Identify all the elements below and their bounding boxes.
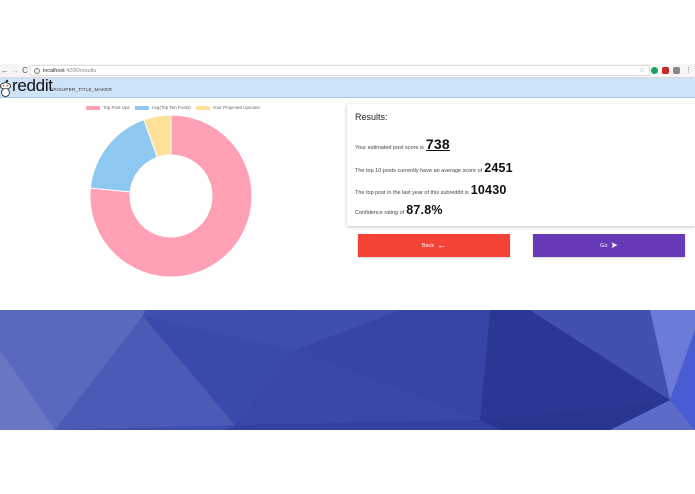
back-button[interactable]: Back ←: [358, 234, 510, 257]
estimated-score-label: Your estimated post score is: [355, 145, 424, 151]
go-button-label: Go: [600, 242, 608, 249]
top-post-value: 10430: [470, 183, 507, 197]
reload-icon[interactable]: C: [22, 65, 28, 75]
info-icon[interactable]: i: [34, 67, 40, 74]
legend-label: Your Projected Upvotes: [212, 105, 260, 110]
top-post-line: The top post in the last year of this su…: [355, 183, 507, 197]
url-text[interactable]: localhost:4200/results: [43, 68, 96, 74]
average-score-label: The top 10 posts currently have an avera…: [355, 168, 483, 174]
results-title: Results:: [355, 112, 388, 122]
legend-label: Top Post Ups: [103, 105, 130, 110]
legend-item-avg-top-ten[interactable]: Avg(Top Ten Posts): [134, 105, 191, 110]
extension-shield-icon[interactable]: [662, 67, 669, 74]
legend-swatch-yellow: [195, 105, 210, 110]
extension-gray-icon[interactable]: [673, 67, 680, 74]
legend-swatch-blue: [134, 105, 149, 110]
legend-swatch-pink: [86, 105, 100, 110]
legend-item-projected[interactable]: Your Projected Upvotes: [195, 105, 260, 110]
doughnut-segment[interactable]: [90, 115, 252, 277]
go-button[interactable]: Go ➤: [533, 234, 685, 257]
subreddit-name: /R/SUPER_TITLE_MAKER: [52, 88, 113, 93]
confidence-label: Confidence rating of: [355, 210, 405, 216]
bookmark-star-icon[interactable]: ☆: [638, 67, 645, 74]
extension-green-icon[interactable]: [651, 67, 658, 74]
legend-item-top-post[interactable]: Top Post Ups: [86, 105, 130, 110]
forward-arrow-icon[interactable]: →: [11, 65, 19, 75]
send-icon: ➤: [610, 240, 618, 250]
page-top-whitespace: [0, 0, 695, 64]
top-post-label: The top post in the last year of this su…: [355, 190, 469, 196]
reddit-snoo-icon[interactable]: [0, 79, 11, 97]
reddit-logo-text[interactable]: reddit: [12, 76, 53, 95]
confidence-value: 87.8%: [406, 203, 443, 217]
doughnut-graphic[interactable]: [90, 115, 252, 277]
legend-label: Avg(Top Ten Posts): [151, 105, 191, 110]
browser-menu-icon[interactable]: ⋮: [685, 67, 692, 74]
low-poly-pattern: [0, 310, 695, 430]
address-bar[interactable]: i localhost:4200/results ☆: [30, 65, 650, 76]
estimated-score-line: Your estimated post score is 738: [355, 136, 450, 152]
estimated-score-value: 738: [425, 136, 450, 152]
arrow-left-icon: ←: [437, 240, 447, 250]
average-score-value: 2451: [484, 161, 513, 175]
doughnut-segment[interactable]: [143, 115, 172, 158]
browser-toolbar: ← → C i localhost:4200/results ☆ ⋮: [0, 64, 695, 78]
url-host: localhost: [43, 67, 65, 74]
back-button-label: Back: [421, 242, 435, 249]
polygon-background-banner: [0, 310, 695, 430]
back-arrow-icon[interactable]: ←: [1, 65, 9, 75]
average-score-line: The top 10 posts currently have an avera…: [355, 161, 513, 175]
confidence-line: Confidence rating of 87.8%: [355, 203, 443, 217]
results-card: Results: Your estimated post score is 73…: [347, 104, 695, 226]
url-path: :4200/results: [64, 67, 97, 74]
app-header: reddit /R/SUPER_TITLE_MAKER: [0, 76, 695, 98]
doughnut-chart: Top Post Ups Avg(Top Ten Posts) Your Pro…: [80, 104, 270, 284]
chart-legend: Top Post Ups Avg(Top Ten Posts) Your Pro…: [86, 105, 260, 110]
